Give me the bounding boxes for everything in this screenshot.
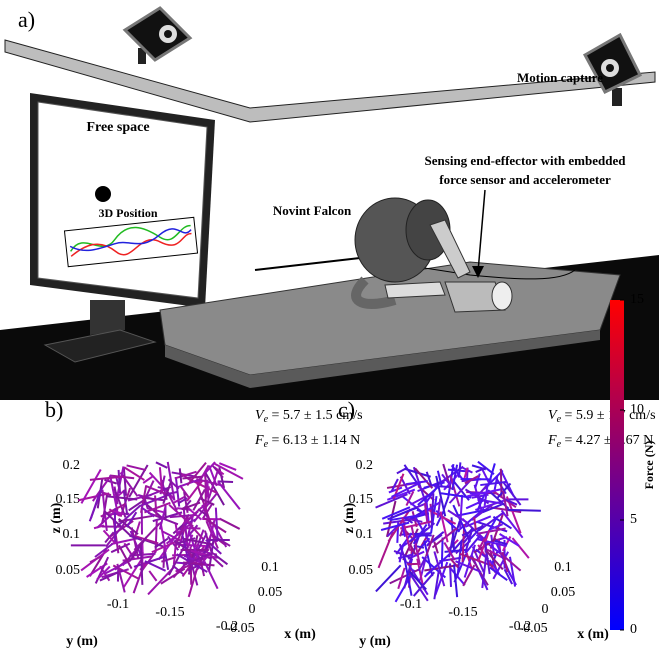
z-tick-label: 0.1 <box>356 527 374 542</box>
x-tick-label: 0.1 <box>554 560 572 575</box>
trajectory-segment <box>216 508 218 539</box>
camera <box>125 8 190 64</box>
trajectory-segment <box>143 477 152 483</box>
z-label: z (m) <box>342 502 357 533</box>
arrow <box>478 190 485 272</box>
trajectory-segment <box>218 481 233 482</box>
trajectory-segment <box>442 538 443 569</box>
colorbar-tick-label: 5 <box>630 512 637 527</box>
z-tick-label: 0.05 <box>349 563 374 578</box>
cursor-dot <box>95 186 111 202</box>
x-tick-label: 0.05 <box>551 585 576 600</box>
z-tick-label: 0.05 <box>56 563 81 578</box>
trajectory-segment <box>379 532 393 568</box>
annotation: force sensor and accelerometer <box>439 172 611 187</box>
colorbar-tick-label: 15 <box>630 292 644 307</box>
panel-label: a) <box>18 7 35 32</box>
screen-title: Free space <box>86 120 149 135</box>
z-tick-label: 0.1 <box>63 527 81 542</box>
panel-label: b) <box>45 397 63 422</box>
trajectory-segment <box>149 571 156 581</box>
trajectory-segment <box>106 496 137 499</box>
trajectory-segment <box>437 486 450 487</box>
z-tick-label: 0.2 <box>356 458 374 473</box>
trajectory-segment <box>474 517 476 530</box>
x-label: x (m) <box>577 627 609 642</box>
x-tick-label: -0.05 <box>225 621 254 636</box>
stat-part: = 4.27 ± 1.67 N <box>561 433 653 448</box>
stat-part: F <box>547 433 557 448</box>
figure: a) Motion capture Free space 3D Position… <box>0 0 659 648</box>
trajectory-segment <box>205 475 206 513</box>
y-tick-label: -0.15 <box>448 605 477 620</box>
trajectory-segment <box>182 503 201 510</box>
y-label: y (m) <box>359 634 391 648</box>
trajectory-segment <box>156 462 167 467</box>
x-tick-label: 0 <box>542 602 549 617</box>
stat-part: F <box>254 433 264 448</box>
trajectory-segment <box>127 465 146 470</box>
y-tick-label: -0.1 <box>107 597 129 612</box>
trajectory-segment <box>160 467 162 492</box>
x-label: x (m) <box>284 627 316 642</box>
trajectory-segment <box>124 560 141 587</box>
y-tick-label: -0.15 <box>155 605 184 620</box>
colorbar-tick-label: 10 <box>630 402 644 417</box>
colorbar <box>610 300 624 630</box>
trajectory-segment <box>480 482 506 485</box>
y-label: y (m) <box>66 634 98 648</box>
trajectory-segment <box>376 565 401 591</box>
x-tick-label: -0.05 <box>518 621 547 636</box>
trajectory-segment <box>512 538 528 558</box>
colorbar-tick-label: 0 <box>630 622 637 637</box>
x-tick-label: 0.05 <box>258 585 283 600</box>
annotation: Sensing end-effector with embedded <box>425 153 627 168</box>
trajectory-segment <box>119 516 153 522</box>
trajectory-segment <box>220 519 240 529</box>
trajectory-segment <box>507 510 540 511</box>
y-tick-label: -0.1 <box>400 597 422 612</box>
panel-label: c) <box>338 397 355 422</box>
x-tick-label: 0.1 <box>261 560 279 575</box>
trajectory-segment <box>444 496 449 509</box>
trajectory-segment <box>180 468 182 483</box>
stat-part: = 6.13 ± 1.14 N <box>268 433 360 448</box>
stat: Fe = 6.13 ± 1.14 N <box>254 433 360 450</box>
annotation: Motion capture <box>517 70 603 85</box>
trajectory-segment <box>482 469 489 484</box>
screen-plot-title: 3D Position <box>98 206 157 220</box>
trajectory-segment <box>218 481 240 509</box>
z-tick-label: 0.2 <box>63 458 81 473</box>
x-tick-label: 0 <box>249 602 256 617</box>
colorbar-label: Force (N) <box>642 441 656 490</box>
annotation: Novint Falcon <box>273 203 352 218</box>
z-label: z (m) <box>49 502 64 533</box>
trajectory-segment <box>90 488 102 521</box>
stat: Fe = 4.27 ± 1.67 N <box>547 433 653 450</box>
